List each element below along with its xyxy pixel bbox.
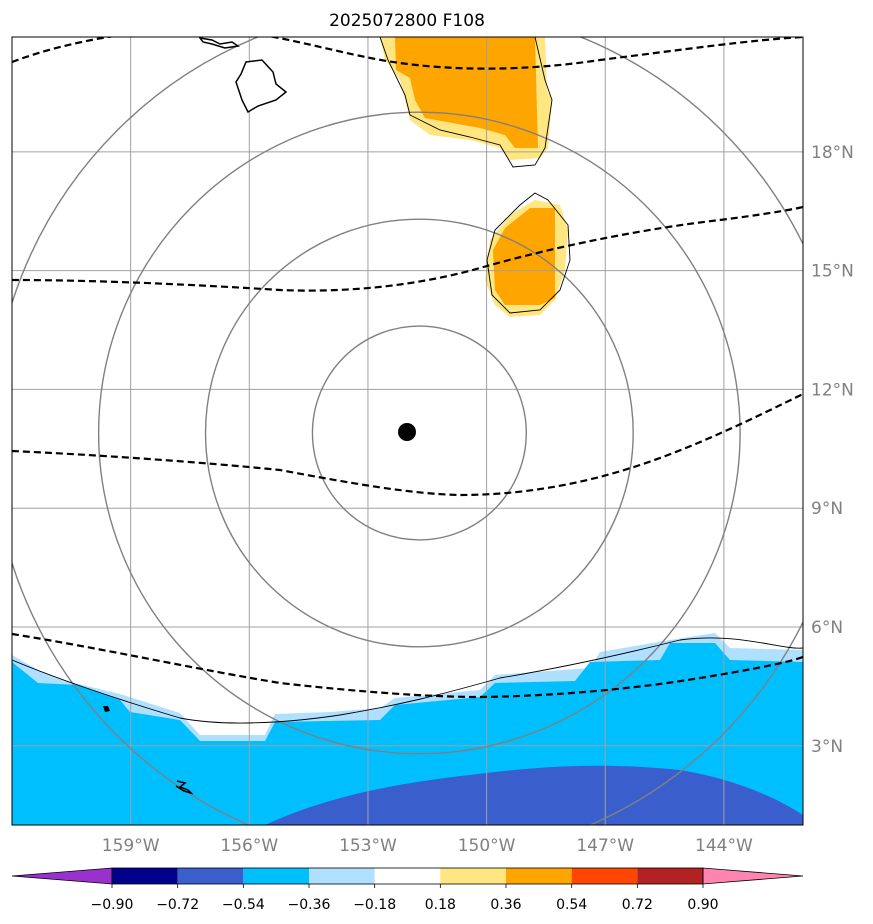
colorbar-tick-label: 0.18 [425,897,456,913]
contour-dashed-2 [12,205,803,292]
colorbar-tick-label: −0.36 [288,897,331,913]
y-tick-label: 3°N [811,737,843,757]
y-tick-label: 15°N [811,262,854,282]
range-rings [12,37,803,825]
x-tick-label: 159°W [102,836,160,856]
colorbar-tick-label: 0.54 [556,897,587,913]
colorbar-tick-label: −0.54 [222,897,265,913]
storm-center-marker [398,423,416,441]
map-frame [11,36,804,826]
field-region-orange-top [395,37,538,148]
colorbar-bin-8 [571,868,638,884]
colorbar-tick-label: 0.90 [687,897,718,913]
colorbar-tick-label: 0.72 [622,897,653,913]
chart-title: 2025072800 F108 [329,11,485,31]
x-tick-labels: 159°W 156°W 153°W 150°W 147°W 144°W [102,836,753,856]
range-ring-1 [204,218,634,648]
x-tick-label: 150°W [458,836,516,856]
y-tick-label: 12°N [811,380,854,400]
colorbar-bin-2 [177,868,244,884]
x-tick-label: 147°W [576,836,634,856]
small-island-1 [103,706,110,712]
range-ring-2 [97,111,741,755]
colorbar-labels: −0.90 −0.72 −0.54 −0.36 −0.18 0.18 0.36 0.54 0.7… [91,884,719,913]
colorbar-bin-1 [112,868,178,884]
x-tick-label: 153°W [339,836,397,856]
colorbar-tick-label: −0.72 [156,897,199,913]
colorbar-bin-4 [309,868,375,884]
contour-dashed-4 [12,632,803,699]
y-tick-label: 6°N [811,618,843,638]
small-island-2 [175,780,194,795]
colorbar-bin-6 [440,868,506,884]
colorbar-tick-label: −0.90 [91,897,134,913]
colorbar-tick-label: 0.36 [490,897,521,913]
x-tick-label: 144°W [695,836,753,856]
x-tick-label: 156°W [220,836,278,856]
maui-coastline [198,37,241,49]
contour-solid-mid [486,192,571,314]
colorbar-extend-low [11,867,113,885]
big-island-coastline [235,59,288,114]
colorbar-bin-7 [506,868,572,884]
range-ring-0 [311,325,527,541]
colorbar-extend-high [702,867,804,885]
y-tick-labels: 3°N 6°N 9°N 12°N 15°N 18°N [811,143,854,757]
colorbar [11,867,804,885]
map-area [12,37,803,825]
y-tick-label: 9°N [811,499,843,519]
colorbar-bin-9 [637,868,703,884]
field-region-orange-mid [493,208,555,305]
colorbar-frame [111,867,704,885]
y-tick-label: 18°N [811,143,854,163]
contour-solid-top [379,37,553,168]
contour-dashed-3 [12,393,803,497]
colorbar-bin-3 [243,868,309,884]
contour-solid-bottom [12,637,803,724]
colorbar-tick-label: −0.18 [353,897,396,913]
colorbar-bin-5 [374,868,441,884]
